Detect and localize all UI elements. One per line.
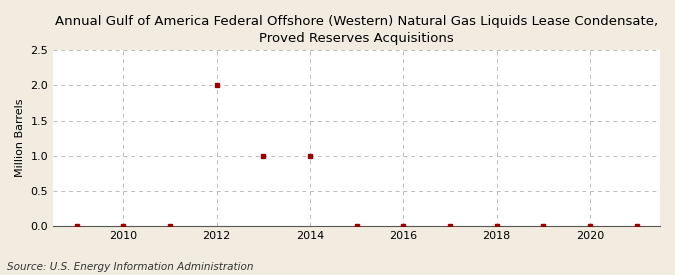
Text: Source: U.S. Energy Information Administration: Source: U.S. Energy Information Administ…	[7, 262, 253, 272]
Title: Annual Gulf of America Federal Offshore (Western) Natural Gas Liquids Lease Cond: Annual Gulf of America Federal Offshore …	[55, 15, 658, 45]
Y-axis label: Million Barrels: Million Barrels	[15, 99, 25, 177]
